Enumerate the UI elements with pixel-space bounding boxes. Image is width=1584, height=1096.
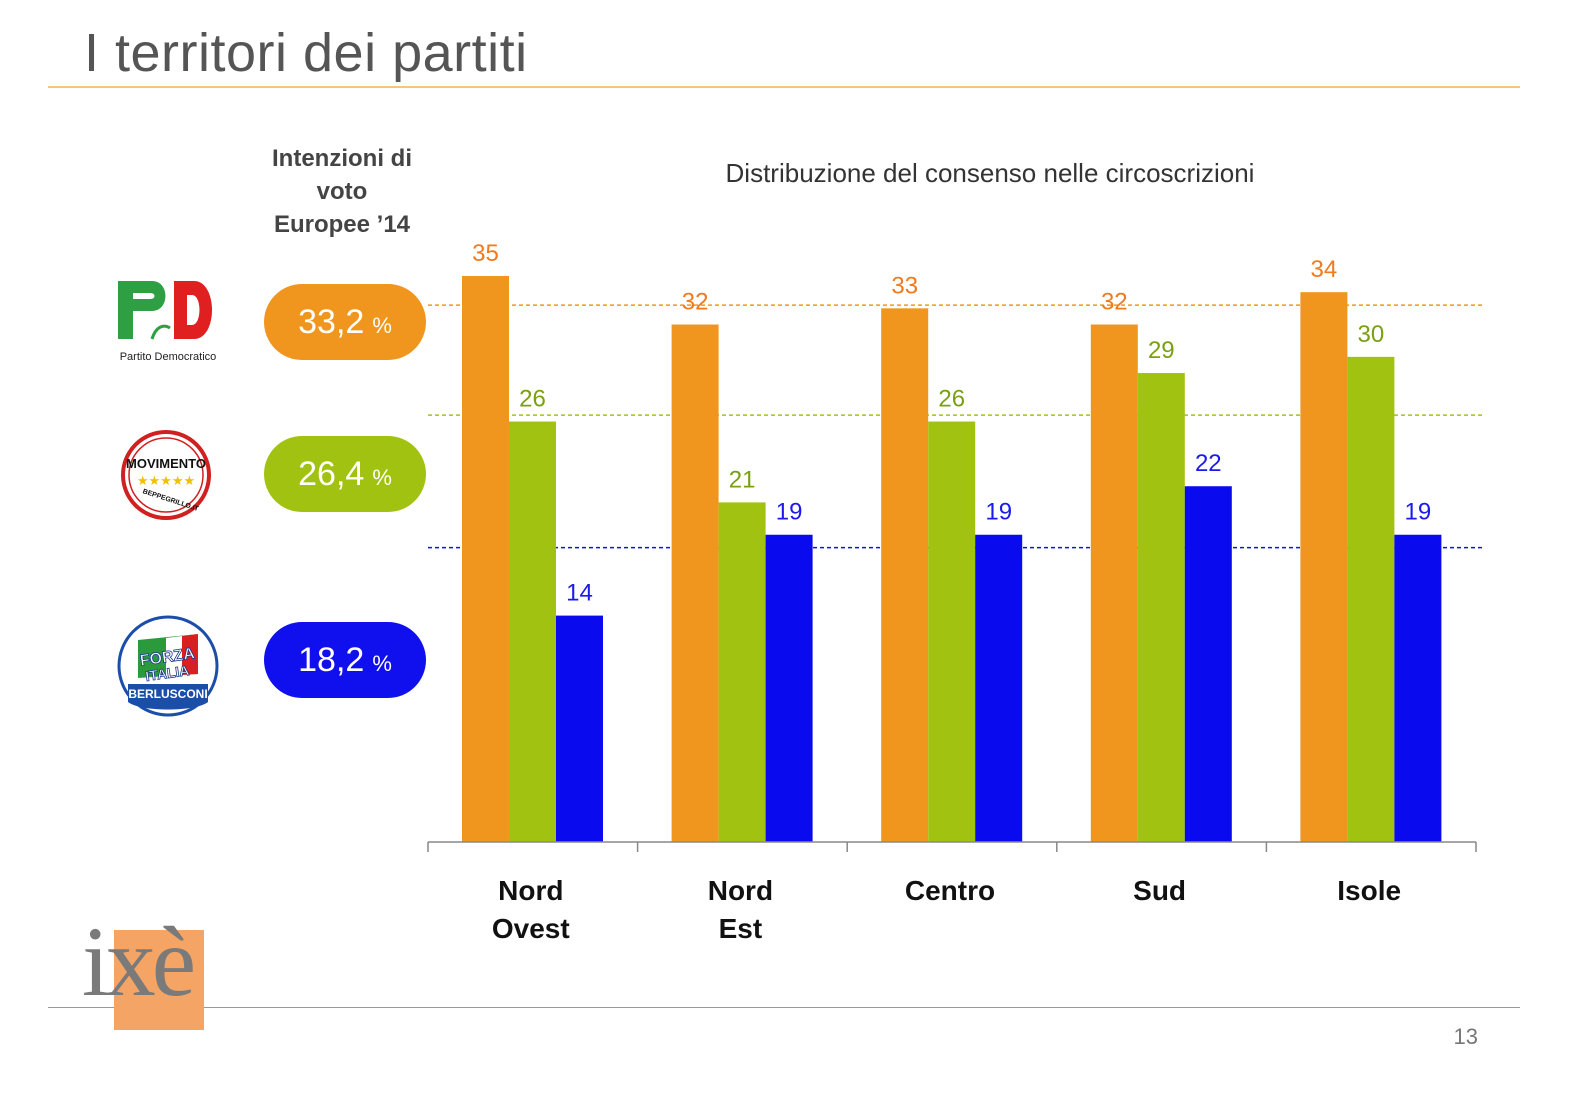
category-label-0-0: Nord [498, 875, 563, 906]
category-label-2-0: Centro [905, 875, 995, 906]
svg-text:ITALIA: ITALIA [144, 662, 190, 684]
bar-s0-c2 [881, 308, 929, 842]
data-label-s2-c1: 19 [776, 499, 803, 526]
data-label-s0-c1: 32 [682, 289, 709, 316]
bar-s1-c1 [718, 502, 766, 842]
data-label-s2-c3: 22 [1195, 450, 1222, 477]
title-rule [48, 86, 1520, 88]
data-label-s0-c0: 35 [472, 240, 499, 267]
pd-logo: Partito Democratico [118, 281, 217, 363]
bar-s1-c0 [509, 421, 556, 842]
data-label-s0-c3: 32 [1101, 289, 1128, 316]
left-heading: Intenzioni di voto Europee ’14 [256, 142, 428, 241]
m5s-logo: MOVIMENTO ★★★★★ BEPPEGRILLO.IT [121, 430, 211, 520]
bar-s0-c0 [462, 276, 509, 842]
bar-s1-c2 [928, 421, 976, 842]
chart-title: Distribuzione del consenso nelle circosc… [725, 158, 1255, 188]
pd-share-unit: % [372, 313, 392, 338]
data-label-s1-c2: 26 [938, 386, 965, 413]
bar-s2-c0 [556, 615, 603, 842]
pd-share-value: 33,2 [298, 302, 365, 341]
bar-s1-c4 [1347, 356, 1395, 842]
m5s-share-pill: 26,4 % [264, 436, 426, 512]
svg-text:MOVIMENTO: MOVIMENTO [126, 456, 206, 471]
left-heading-line-2: voto [316, 178, 368, 205]
ixe-logo: ixè [82, 912, 204, 1030]
page-number: 13 [1453, 1024, 1478, 1049]
data-label-s1-c4: 30 [1358, 321, 1385, 348]
category-label-4-0: Isole [1337, 875, 1401, 906]
svg-text:★★★★★: ★★★★★ [137, 474, 195, 489]
data-label-s0-c4: 34 [1311, 256, 1338, 283]
category-label-1-0: Nord [708, 875, 773, 906]
fi-share-pill: 18,2 % [264, 622, 426, 698]
bar-s1-c3 [1137, 373, 1185, 842]
bottom-rule [48, 1007, 1520, 1008]
data-label-s1-c3: 29 [1148, 337, 1175, 364]
bar-s0-c3 [1090, 324, 1138, 842]
data-label-s1-c1: 21 [729, 466, 756, 493]
data-label-s0-c2: 33 [891, 272, 918, 299]
bar-s0-c1 [671, 324, 719, 842]
bar-s2-c2 [975, 534, 1023, 842]
pd-logo-text: Partito Democratico [120, 351, 217, 363]
bar-s0-c4 [1300, 292, 1348, 843]
slide-title: I territori dei partiti [84, 23, 528, 83]
m5s-share-unit: % [372, 465, 392, 490]
category-label-3-0: Sud [1133, 875, 1186, 906]
left-heading-line-1: Intenzioni di [272, 145, 412, 172]
category-label-0-1: Ovest [492, 913, 570, 944]
fi-logo: FORZA ITALIA BERLUSCONI [117, 615, 219, 717]
data-label-s1-c0: 26 [519, 386, 546, 413]
ixe-logo-box [114, 930, 204, 1030]
svg-text:BERLUSCONI: BERLUSCONI [128, 687, 207, 701]
left-heading-line-3: Europee ’14 [273, 211, 411, 238]
fi-share-unit: % [372, 651, 392, 676]
category-label-1-1: Est [719, 913, 763, 944]
data-label-s2-c0: 14 [566, 580, 593, 607]
fi-share-value: 18,2 [298, 640, 365, 679]
m5s-share-value: 26,4 [298, 454, 365, 493]
pd-share-pill: 33,2 % [264, 284, 426, 360]
ixe-logo-text: ixè [82, 906, 196, 1017]
data-label-s2-c2: 19 [985, 499, 1012, 526]
bar-s2-c1 [765, 534, 813, 842]
bar-s2-c3 [1184, 486, 1232, 842]
data-label-s2-c4: 19 [1405, 499, 1432, 526]
bar-s2-c4 [1394, 534, 1442, 842]
